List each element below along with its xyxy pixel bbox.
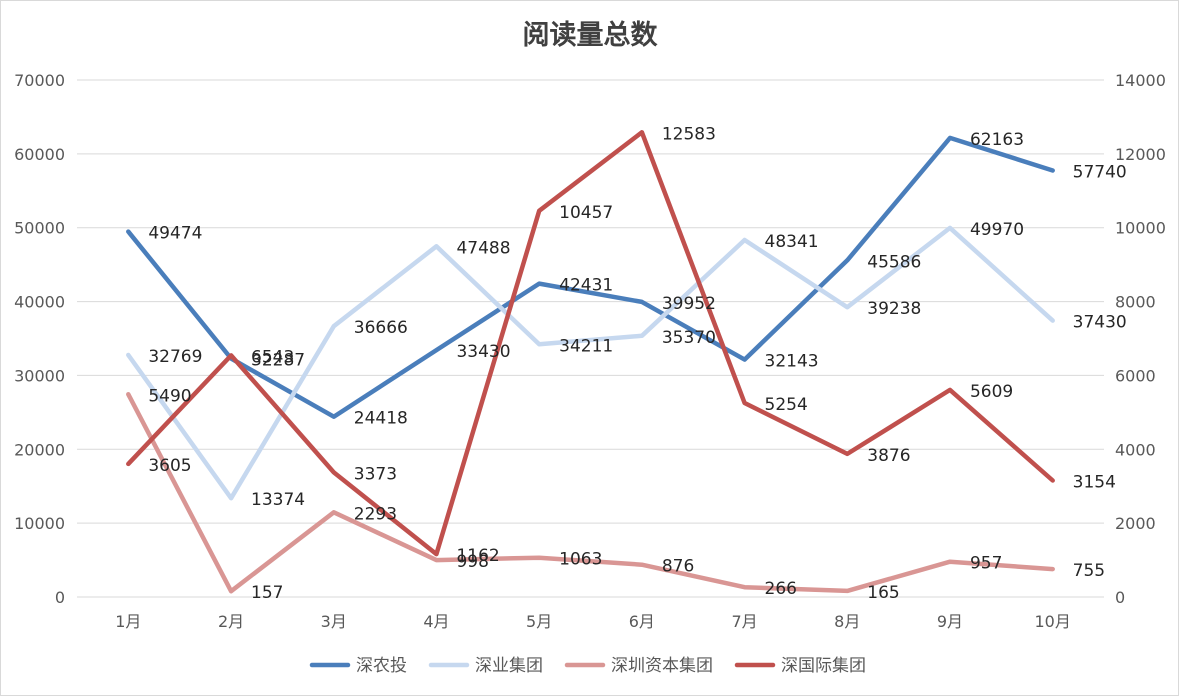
x-tick-label: 2月 [218, 612, 244, 631]
x-tick-label: 7月 [731, 612, 757, 631]
right-tick-label: 2000 [1115, 514, 1156, 533]
data-label: 32143 [765, 352, 819, 372]
data-label: 45586 [867, 252, 921, 272]
x-tick-label: 3月 [321, 612, 347, 631]
series-lines [126, 130, 1055, 594]
data-label: 32287 [251, 351, 305, 371]
data-label: 35370 [662, 328, 716, 348]
left-tick-label: 60000 [14, 145, 65, 164]
legend-item-1: 深农投 [309, 656, 407, 676]
data-label: 165 [867, 583, 899, 603]
data-label: 42431 [559, 276, 613, 296]
series-line-4 [126, 130, 1055, 557]
series-line-1 [126, 135, 1055, 419]
x-tick-label: 6月 [629, 612, 655, 631]
data-label: 49474 [148, 224, 202, 244]
data-label: 10457 [559, 203, 613, 223]
left-tick-label: 20000 [14, 440, 65, 459]
x-tick-label: 9月 [937, 612, 963, 631]
data-label: 37430 [1073, 313, 1127, 333]
right-tick-label: 14000 [1115, 71, 1166, 90]
data-label: 755 [1073, 561, 1105, 581]
x-axis-ticks: 1月 2月 3月 4月 5月 6月 7月 8月 9月 10月 [115, 612, 1071, 631]
data-label: 876 [662, 557, 694, 577]
left-tick-label: 10000 [14, 514, 65, 533]
legend-label: 深圳资本集团 [611, 656, 713, 676]
data-label: 39238 [867, 299, 921, 319]
data-label: 2293 [354, 504, 397, 524]
legend-item-3: 深圳资本集团 [564, 656, 713, 676]
legend-label: 深农投 [356, 656, 407, 676]
chart-title: 阅读量总数 [523, 20, 659, 51]
right-tick-label: 6000 [1115, 366, 1156, 385]
data-label: 957 [970, 554, 1002, 574]
data-label: 24418 [354, 409, 408, 429]
right-tick-label: 0 [1115, 588, 1125, 607]
data-label: 34211 [559, 336, 613, 356]
x-tick-label: 1月 [115, 612, 141, 631]
left-tick-label: 70000 [14, 71, 65, 90]
data-label: 3373 [354, 464, 397, 484]
data-label: 266 [765, 579, 797, 599]
legend-label: 深国际集团 [781, 656, 866, 676]
right-tick-label: 4000 [1115, 440, 1156, 459]
left-axis-ticks: 0 10000 20000 30000 40000 50000 60000 70000 [14, 71, 65, 607]
data-label: 39952 [662, 294, 716, 314]
left-tick-label: 40000 [14, 293, 65, 312]
data-label: 12583 [662, 124, 716, 144]
x-tick-label: 4月 [423, 612, 449, 631]
data-label: 5609 [970, 382, 1013, 402]
data-label: 32769 [148, 347, 202, 367]
right-axis-ticks: 0 2000 4000 6000 8000 10000 12000 14000 [1115, 71, 1166, 607]
left-tick-label: 30000 [14, 366, 65, 385]
data-label: 3154 [1073, 473, 1116, 493]
x-tick-label: 10月 [1034, 612, 1070, 631]
data-label: 57740 [1073, 163, 1127, 183]
data-label: 157 [251, 583, 283, 603]
data-label: 3605 [148, 456, 191, 476]
right-tick-label: 10000 [1115, 219, 1166, 238]
data-label: 5490 [148, 386, 191, 406]
data-label: 3876 [867, 446, 910, 466]
legend: 深农投 深业集团 深圳资本集团 深国际集团 [309, 656, 866, 676]
right-tick-label: 8000 [1115, 293, 1156, 312]
legend-item-2: 深业集团 [428, 656, 543, 676]
data-label: 62163 [970, 130, 1024, 150]
data-label: 5254 [765, 395, 808, 415]
right-tick-label: 12000 [1115, 145, 1166, 164]
data-labels: 49474 32287 24418 33430 42431 39952 32143 45586… [148, 124, 1126, 603]
data-label: 13374 [251, 490, 305, 510]
left-tick-label: 0 [55, 588, 65, 607]
data-label: 998 [456, 552, 488, 572]
data-label: 1063 [559, 550, 602, 570]
left-tick-label: 50000 [14, 219, 65, 238]
series-line-3 [126, 392, 1055, 594]
data-label: 33430 [456, 342, 510, 362]
data-label: 1162 [456, 546, 499, 566]
data-label: 49970 [970, 220, 1024, 240]
x-tick-label: 5月 [526, 612, 552, 631]
data-label: 47488 [456, 238, 510, 258]
data-label: 36666 [354, 318, 408, 338]
legend-item-4: 深国际集团 [734, 656, 866, 676]
x-tick-label: 8月 [834, 612, 860, 631]
legend-label: 深业集团 [475, 656, 543, 676]
data-label: 48341 [765, 232, 819, 252]
data-label: 6543 [251, 347, 294, 367]
